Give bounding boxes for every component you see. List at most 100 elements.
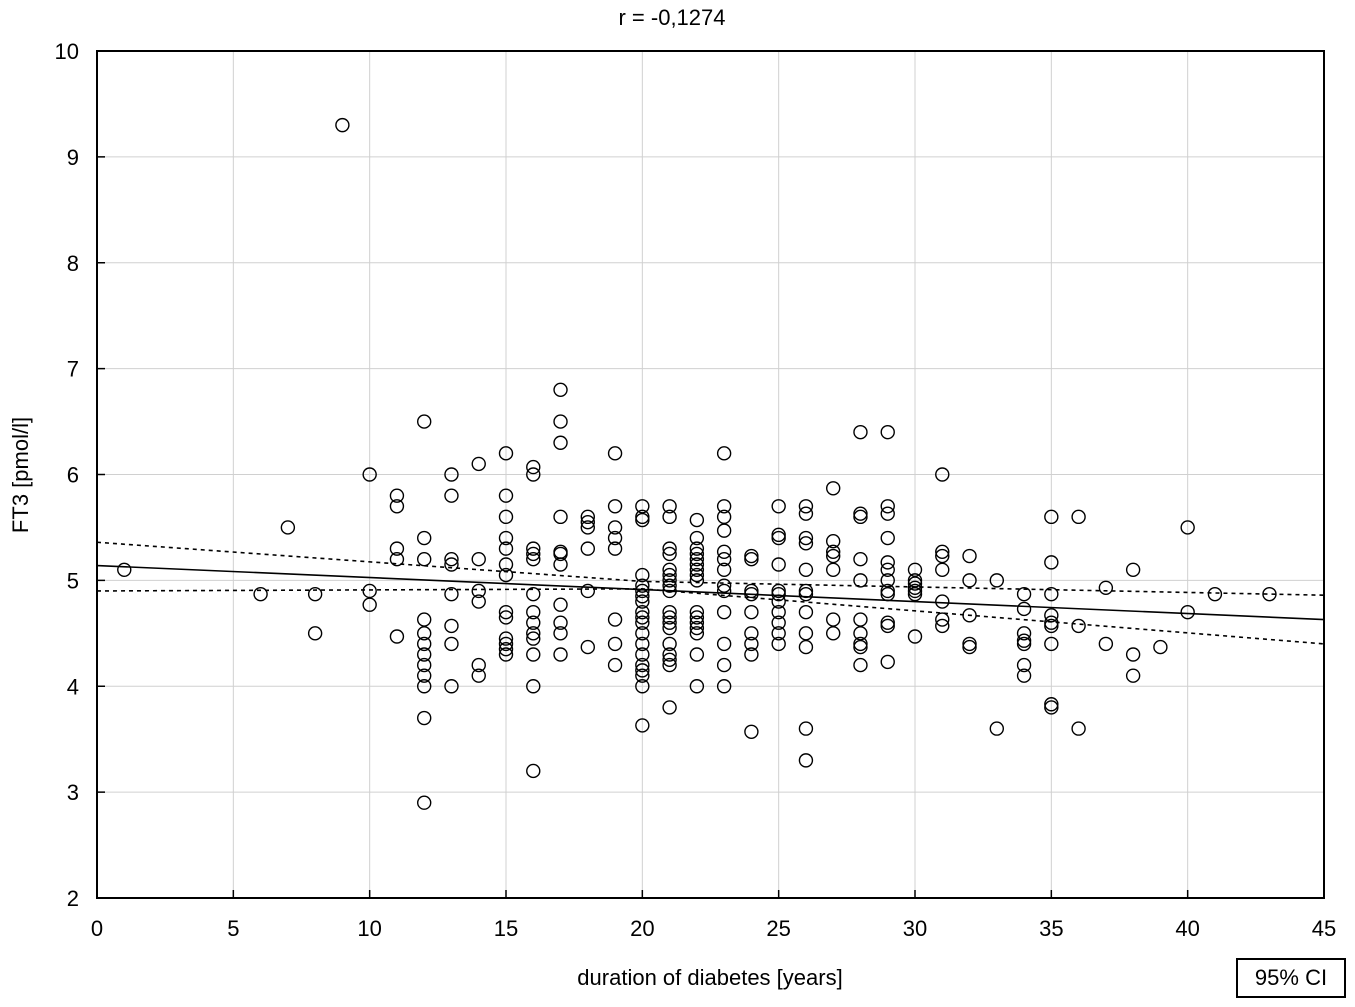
data-point bbox=[1016, 668, 1032, 683]
data-point bbox=[826, 481, 841, 496]
data-point bbox=[689, 679, 705, 694]
x-tick-label: 35 bbox=[1039, 916, 1063, 941]
data-point bbox=[853, 509, 868, 525]
data-point bbox=[635, 567, 650, 583]
data-point bbox=[1071, 721, 1086, 736]
data-point bbox=[962, 639, 977, 655]
data-point bbox=[935, 618, 950, 634]
data-point bbox=[907, 629, 923, 644]
data-point bbox=[716, 562, 732, 577]
chart-title: r = -0,1274 bbox=[618, 5, 725, 30]
data-point bbox=[635, 589, 650, 604]
data-point bbox=[880, 562, 895, 577]
data-point bbox=[771, 530, 786, 546]
data-point bbox=[771, 626, 786, 641]
data-point bbox=[716, 583, 732, 599]
data-point bbox=[1044, 586, 1059, 602]
data-point bbox=[607, 657, 623, 673]
data-point bbox=[880, 424, 895, 440]
data-point bbox=[471, 456, 486, 472]
data-point bbox=[1125, 668, 1141, 683]
data-point bbox=[935, 594, 950, 609]
data-point bbox=[1044, 700, 1059, 715]
data-point bbox=[744, 626, 759, 641]
data-point bbox=[389, 629, 405, 644]
data-point bbox=[444, 488, 459, 503]
data-point bbox=[880, 615, 895, 630]
data-point bbox=[1016, 633, 1032, 648]
x-tick-label: 30 bbox=[903, 916, 927, 941]
data-point bbox=[498, 509, 514, 525]
data-point bbox=[1016, 626, 1032, 641]
data-point bbox=[635, 636, 650, 652]
data-point bbox=[771, 594, 786, 609]
data-point bbox=[716, 604, 732, 620]
data-point bbox=[635, 509, 650, 525]
data-point bbox=[635, 512, 650, 528]
data-point bbox=[362, 583, 377, 599]
data-point bbox=[1180, 520, 1195, 535]
data-point bbox=[662, 546, 677, 562]
data-point bbox=[689, 541, 705, 556]
data-point bbox=[744, 604, 759, 620]
data-point bbox=[389, 499, 405, 514]
data-point bbox=[880, 555, 895, 570]
y-tick-label: 7 bbox=[67, 357, 79, 382]
data-point bbox=[526, 541, 541, 556]
data-point bbox=[1071, 509, 1086, 525]
data-point bbox=[798, 753, 814, 768]
data-point bbox=[798, 586, 814, 602]
data-point bbox=[744, 552, 759, 567]
data-point bbox=[498, 541, 514, 556]
data-point bbox=[744, 583, 759, 599]
data-point bbox=[662, 567, 677, 583]
data-point bbox=[662, 636, 677, 652]
data-point bbox=[716, 679, 732, 694]
data-point bbox=[635, 647, 650, 662]
data-point bbox=[1016, 657, 1032, 673]
data-point bbox=[635, 657, 650, 673]
data-point bbox=[662, 615, 677, 630]
data-point bbox=[526, 604, 541, 620]
data-point bbox=[716, 544, 732, 559]
data-point bbox=[907, 576, 923, 591]
data-point bbox=[635, 578, 650, 593]
data-point bbox=[417, 552, 432, 567]
data-point bbox=[853, 636, 868, 652]
data-point bbox=[744, 636, 759, 652]
data-point bbox=[880, 583, 895, 599]
data-point bbox=[580, 583, 595, 599]
data-point bbox=[1098, 580, 1114, 595]
data-point bbox=[880, 586, 895, 602]
data-point bbox=[417, 710, 432, 726]
data-point bbox=[744, 724, 759, 739]
data-point bbox=[662, 578, 677, 593]
data-point bbox=[880, 530, 895, 546]
data-point bbox=[771, 604, 786, 620]
data-point bbox=[471, 657, 486, 673]
data-point bbox=[853, 506, 868, 521]
data-point bbox=[444, 557, 459, 572]
data-point bbox=[635, 583, 650, 599]
data-point bbox=[689, 557, 705, 572]
data-point bbox=[798, 604, 814, 620]
x-tick-label: 20 bbox=[630, 916, 654, 941]
data-point bbox=[662, 573, 677, 588]
x-axis-label: duration of diabetes [years] bbox=[577, 965, 842, 990]
data-point bbox=[798, 583, 814, 599]
data-point bbox=[962, 608, 977, 623]
data-point bbox=[553, 382, 568, 397]
data-point bbox=[853, 612, 868, 627]
data-point bbox=[580, 639, 595, 655]
data-point bbox=[498, 557, 514, 572]
data-point bbox=[1044, 555, 1059, 570]
data-point bbox=[716, 578, 732, 593]
data-point bbox=[498, 530, 514, 546]
data-point bbox=[744, 586, 759, 602]
data-point bbox=[935, 544, 950, 559]
data-point bbox=[417, 530, 432, 546]
data-point bbox=[826, 612, 841, 627]
data-point bbox=[1071, 618, 1086, 634]
